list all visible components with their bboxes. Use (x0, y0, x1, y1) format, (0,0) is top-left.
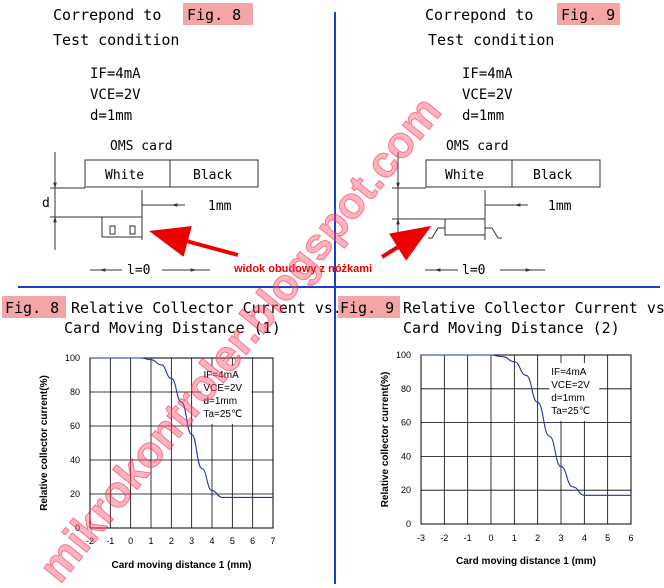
left-black-box (169, 159, 259, 188)
left-oms-card: OMS card (110, 139, 173, 154)
legend-entry: Ta=25℃ (203, 409, 242, 420)
right-cond-vce: VCE=2V (462, 87, 513, 103)
right-correspond-label: Correpond to (425, 6, 533, 24)
series-line (90, 357, 273, 498)
right-sensor-body (444, 218, 486, 236)
right-l-zero: l=0 (462, 263, 485, 278)
watermark-text: mikrokontroler.blogspot.com (30, 87, 451, 588)
left-fig-label: Fig. 8 (187, 6, 241, 24)
x-tick-label: 0 (488, 533, 493, 543)
annotation: widok obudowy z nóżkami (149, 225, 432, 275)
y-tick-label: 20 (70, 489, 80, 499)
fig8-tag: Fig. 8 (5, 299, 59, 317)
fig9-title-line2: Card Moving Distance (2) (403, 319, 620, 337)
legend-entry: IF=4mA (203, 370, 239, 381)
left-test-condition: Test condition (53, 31, 179, 49)
y-tick-label: 0 (406, 519, 411, 529)
x-tick-label: -3 (417, 533, 425, 543)
right-test-condition-panel: Correpond to Fig. 9 Test condition IF=4m… (392, 3, 620, 278)
right-cond-d: d=1mm (462, 108, 504, 124)
y-axis-label: Relative collector current(%) (380, 372, 391, 508)
x-tick-label: 2 (535, 533, 540, 543)
right-mm-label: 1mm (548, 199, 572, 214)
x-tick-label: 6 (250, 536, 255, 546)
legend-entry: d=1mm (203, 396, 237, 407)
right-black-label: Black (533, 168, 572, 183)
left-cond-vce: VCE=2V (90, 87, 141, 103)
left-fig-highlight (183, 3, 253, 25)
x-tick-label: 1 (512, 533, 517, 543)
x-tick-label: 4 (582, 533, 587, 543)
plot-frame (420, 354, 632, 525)
fig8-title-line1: Relative Collector Current vs. (71, 299, 342, 317)
y-tick-label: 40 (70, 455, 80, 465)
y-tick-label: 100 (396, 350, 411, 360)
x-axis-label: Card moving distance 1 (mm) (111, 560, 251, 571)
right-fig-highlight (557, 3, 620, 25)
annotation-text: widok obudowy z nóżkami (233, 263, 372, 275)
annotation-arrow-left (149, 225, 239, 257)
left-cond-d: d=1mm (90, 108, 132, 124)
x-tick-label: 5 (605, 533, 610, 543)
left-test-condition-panel: Correpond to Fig. 8 Test condition IF=4m… (42, 3, 259, 278)
right-fig-label: Fig. 9 (561, 6, 615, 24)
chart-fig9: -3 -2 -1 0 1 2 3 4 5 6020406080100IF=4mAVCE=2Vd=1… (380, 350, 634, 567)
y-tick-label: 0 (75, 523, 80, 533)
fig9-tag: Fig. 9 (340, 299, 394, 317)
x-tick-label: -2 (86, 536, 94, 546)
x-tick-label: 4 (209, 536, 214, 546)
y-tick-label: 40 (401, 451, 411, 461)
left-l-zero: l=0 (127, 263, 150, 278)
right-cond-if: IF=4mA (462, 66, 513, 82)
y-tick-label: 60 (401, 418, 411, 428)
legend-entry: VCE=2V (203, 383, 242, 394)
right-black-box (511, 159, 601, 188)
x-tick-label: 2 (169, 536, 174, 546)
y-tick-label: 80 (401, 384, 411, 394)
right-white-label: White (445, 168, 484, 183)
fig8-title: Fig. 8 Relative Collector Current vs. Ca… (2, 296, 342, 337)
x-tick-label: 0 (128, 536, 133, 546)
fig9-title: Fig. 9 Relative Collector Current vs. Ca… (338, 296, 664, 337)
fig8-title-line2: Card Moving Distance (1) (64, 319, 281, 337)
x-tick-label: 3 (189, 536, 194, 546)
left-correspond-label: Correpond to (53, 6, 161, 24)
legend-entry: VCE=2V (551, 380, 590, 391)
left-black-label: Black (193, 168, 232, 183)
annotation-arrow-right (380, 225, 432, 261)
x-tick-label: 1 (148, 536, 153, 546)
left-mm-label: 1mm (208, 199, 232, 214)
left-white-label: White (105, 168, 144, 183)
y-tick-label: 80 (70, 387, 80, 397)
y-tick-label: 60 (70, 421, 80, 431)
legend-entry: Ta=25℃ (551, 406, 590, 417)
y-tick-label: 100 (65, 353, 80, 363)
x-tick-label: -2 (440, 533, 448, 543)
legend-entry: IF=4mA (551, 367, 587, 378)
x-tick-label: -1 (464, 533, 472, 543)
right-oms-card: OMS card (446, 139, 509, 154)
left-d-label: d (42, 196, 50, 211)
x-tick-label: 5 (230, 536, 235, 546)
x-tick-label: -1 (106, 536, 114, 546)
x-axis-label: Card moving distance 1 (mm) (456, 556, 596, 567)
left-cond-if: IF=4mA (90, 66, 141, 82)
x-tick-label: 7 (270, 536, 275, 546)
x-tick-label: 6 (628, 533, 633, 543)
fig9-title-line1: Relative Collector Current vs. (403, 299, 664, 317)
right-test-condition: Test condition (428, 31, 554, 49)
chart-fig8: -2 -1 0 1 2 3 4 5 6 7 0 20 40 60 80 100 IF=4mA VCE=2V d=1m… (39, 353, 276, 571)
y-axis-label: Relative collector current(%) (39, 375, 50, 511)
y-tick-label: 20 (401, 485, 411, 495)
series-line (421, 354, 631, 496)
left-sensor-body (101, 216, 143, 238)
legend-entry: d=1mm (551, 393, 585, 404)
x-tick-label: 3 (558, 533, 563, 543)
